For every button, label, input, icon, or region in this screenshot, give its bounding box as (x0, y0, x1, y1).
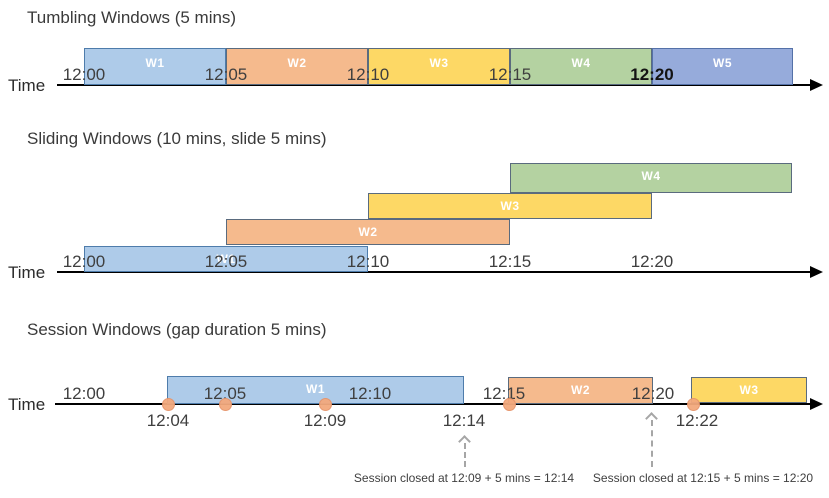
window-label-sliding-w2: W2 (358, 225, 378, 239)
tick-label-sliding-1205: 12:05 (204, 252, 248, 271)
window-label-session-w2: W2 (571, 383, 590, 397)
session-callout-arrow-line-2 (651, 420, 653, 467)
time-axis-session (55, 403, 810, 405)
window-label-tumbling-w4: W4 (571, 56, 591, 70)
time-axis-tumbling (57, 84, 810, 86)
window-box-tumbling-w2: W2 (226, 48, 368, 85)
event-dot-1222 (687, 398, 700, 411)
time-axis-arrowhead-tumbling (810, 79, 823, 91)
window-box-tumbling-w3: W3 (368, 48, 510, 85)
event-dot-1215 (503, 398, 516, 411)
time-axis-label-tumbling: Time (8, 76, 46, 95)
event-dot-1204 (162, 398, 175, 411)
event-time-label-1204: 12:04 (146, 411, 190, 430)
window-label-session-w3: W3 (739, 383, 759, 397)
session-callout-arrow-line-1 (464, 443, 466, 467)
section-title-sliding: Sliding Windows (10 mins, slide 5 mins) (27, 129, 327, 148)
window-box-tumbling-w1: W1 (84, 48, 226, 85)
tick-label-session-1205: 12:05 (203, 384, 247, 403)
window-box-session-w3: W3 (691, 377, 807, 403)
window-box-sliding-w1: W1 (84, 246, 368, 272)
tick-label-tumbling-1205: 12:05 (204, 65, 248, 84)
window-label-tumbling-w2: W2 (287, 56, 307, 70)
tick-label-tumbling-1215: 12:15 (488, 65, 532, 84)
window-box-tumbling-w4: W4 (510, 48, 652, 85)
window-label-session-w1: W1 (306, 382, 325, 396)
window-label-sliding-w3: W3 (500, 199, 520, 213)
time-axis-sliding (57, 271, 810, 273)
tick-label-sliding-1220: 12:20 (630, 252, 674, 271)
time-axis-label-session: Time (8, 395, 46, 414)
tick-label-tumbling-1210: 12:10 (346, 65, 390, 84)
tick-label-tumbling-1200: 12:00 (62, 65, 106, 84)
window-label-tumbling-w3: W3 (429, 56, 449, 70)
tick-label-session-1215: 12:15 (482, 384, 526, 403)
tick-label-tumbling-1220: 12:20 (630, 65, 674, 84)
tick-label-sliding-1200: 12:00 (62, 252, 106, 271)
event-dot-n1 (219, 398, 232, 411)
window-box-sliding-w4: W4 (510, 163, 792, 193)
session-callout-arrow-head-1 (458, 435, 471, 448)
session-callout-arrow-head-2 (645, 412, 658, 425)
time-axis-label-sliding: Time (8, 263, 46, 282)
session-callout-text-2: Session closed at 12:15 + 5 mins = 12:20 (592, 471, 814, 485)
section-title-session: Session Windows (gap duration 5 mins) (27, 320, 327, 339)
event-time-label-1209: 12:09 (303, 411, 347, 430)
tick-label-sliding-1215: 12:15 (488, 252, 532, 271)
tick-label-sliding-1210: 12:10 (346, 252, 390, 271)
window-box-sliding-w3: W3 (368, 193, 652, 219)
window-label-sliding-w4: W4 (641, 169, 661, 183)
time-axis-arrowhead-session (810, 398, 823, 410)
event-dot-1209 (319, 398, 332, 411)
window-box-tumbling-w5: W5 (652, 48, 793, 85)
tick-label-session-1200: 12:00 (62, 384, 106, 403)
event-time-label-1214: 12:14 (442, 411, 486, 430)
tick-label-session-1220: 12:20 (631, 384, 675, 403)
event-time-label-1222: 12:22 (675, 411, 719, 430)
window-label-tumbling-w1: W1 (145, 56, 165, 70)
tick-label-session-1210: 12:10 (348, 384, 392, 403)
window-box-sliding-w2: W2 (226, 219, 510, 245)
window-box-session-w1: W1 (167, 376, 464, 404)
section-title-tumbling: Tumbling Windows (5 mins) (27, 8, 237, 27)
window-label-sliding-w1: W1 (216, 252, 236, 266)
window-label-tumbling-w5: W5 (713, 56, 732, 70)
session-callout-text-1: Session closed at 12:09 + 5 mins = 12:14 (353, 471, 575, 485)
time-axis-arrowhead-sliding (810, 266, 823, 278)
window-box-session-w2: W2 (508, 377, 653, 404)
